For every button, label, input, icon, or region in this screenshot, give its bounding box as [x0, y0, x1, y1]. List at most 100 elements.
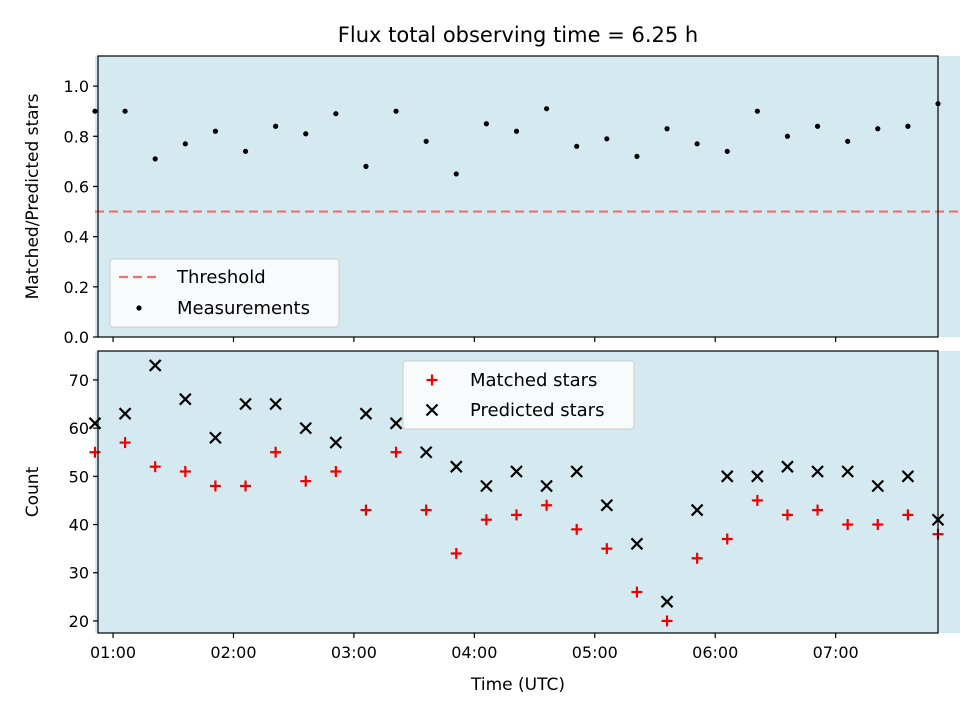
measurement-point — [814, 123, 821, 129]
cross-b — [660, 595, 674, 608]
measurement-point — [694, 141, 700, 147]
x-tick-label: 01:00 — [90, 643, 136, 662]
matched-star-point — [872, 519, 884, 531]
x-tick-label: 06:00 — [692, 643, 738, 662]
legend-measurements-swatch — [136, 305, 142, 311]
predicted-star-point — [871, 479, 885, 493]
data-marks — [88, 359, 945, 627]
matched-star-point — [300, 475, 312, 487]
predicted-star-point — [419, 445, 433, 459]
cross-b — [329, 436, 343, 449]
predicted-star-point — [751, 470, 764, 483]
legend-threshold-label: Threshold — [176, 267, 266, 288]
cross-b — [510, 465, 523, 478]
legend-matched-label: Matched stars — [470, 370, 597, 391]
matched-star-point — [209, 480, 221, 492]
cross-b — [118, 407, 132, 420]
y-tick-label: 0.8 — [64, 127, 89, 146]
cross-b — [389, 417, 403, 430]
predicted-star-point — [179, 392, 192, 406]
measurement-point — [453, 171, 459, 177]
axes-frame — [97, 55, 939, 338]
legend-predicted-swatch — [425, 403, 439, 417]
predicted-star-point — [660, 595, 674, 608]
legend-box — [109, 258, 340, 328]
measurement-point — [182, 141, 188, 147]
y-axis-label: Matched/Predicted stars — [23, 93, 43, 299]
measurement-point — [724, 148, 730, 154]
predicted-star-point — [239, 397, 252, 411]
x-tick-label: 07:00 — [813, 643, 859, 662]
matched-star-point — [691, 552, 703, 564]
measurement-point — [242, 148, 249, 154]
cross-b — [209, 431, 222, 445]
matched-star-point — [420, 504, 432, 516]
predicted-star-point — [720, 470, 734, 483]
measurement-point — [513, 128, 520, 134]
matched-star-point — [751, 494, 763, 506]
predicted-star-point — [600, 498, 614, 512]
x-tick-label: 02:00 — [210, 643, 256, 662]
matched-star-point — [270, 446, 282, 458]
cross-b — [239, 397, 252, 411]
measurement-point — [784, 133, 791, 139]
y-tick-label: 0.4 — [64, 228, 89, 247]
measurement-point — [664, 126, 670, 132]
bottom-panel-counts: 20 30 40 50 60 70 01:00 02:00 03:00 04:00 05:00 06… — [23, 350, 960, 695]
x-axis-ticks — [112, 337, 837, 342]
measurement-point — [423, 138, 429, 144]
cross-b — [901, 470, 915, 483]
predicted-star-point — [901, 470, 915, 483]
legend: Threshold Measurements — [109, 258, 340, 328]
cross-b — [751, 470, 764, 483]
matched-star-point — [571, 523, 583, 535]
y-tick-label: 0.0 — [64, 328, 89, 347]
y-tick-label: 0.6 — [64, 177, 89, 196]
y-tick-label: 20 — [69, 612, 89, 631]
predicted-star-point — [841, 465, 854, 478]
matched-star-point — [601, 543, 613, 555]
legend: Matched stars Predicted stars — [402, 360, 635, 430]
cross-b — [299, 421, 313, 435]
y-axis-ticks: 0.0 0.2 0.4 0.6 0.8 1.0 — [64, 77, 98, 347]
cross-b — [419, 445, 433, 459]
x-tick-label: 04:00 — [451, 643, 497, 662]
predicted-star-point — [480, 479, 493, 493]
measurement-point — [483, 121, 489, 127]
predicted-star-point — [299, 421, 313, 435]
matched-star-point — [812, 504, 824, 516]
measurement-point — [363, 163, 369, 169]
measurement-point — [122, 108, 128, 114]
measurement-point — [333, 111, 339, 117]
cross-b — [540, 479, 553, 493]
x-tick-label: 05:00 — [572, 643, 618, 662]
legend-box — [402, 360, 635, 430]
measurement-point — [92, 108, 98, 114]
y-tick-label: 70 — [69, 371, 89, 390]
predicted-star-point — [389, 417, 403, 430]
matched-star-point — [330, 466, 342, 478]
matched-star-point — [149, 461, 161, 473]
matched-star-point — [510, 509, 522, 521]
legend-predicted-label: Predicted stars — [470, 400, 604, 421]
y-axis-label: Count — [23, 466, 43, 517]
cross-b — [88, 417, 102, 430]
predicted-star-point — [148, 359, 162, 372]
matched-star-point — [541, 499, 553, 511]
y-tick-label: 30 — [69, 564, 89, 583]
measurement-point — [604, 136, 610, 142]
matched-star-point — [661, 615, 673, 627]
measurement-point — [303, 131, 309, 137]
x-axis-label: Time (UTC) — [470, 675, 565, 695]
predicted-star-point — [329, 436, 343, 449]
matched-star-point — [450, 547, 462, 559]
y-tick-label: 40 — [69, 516, 89, 535]
matched-star-point — [902, 509, 914, 521]
predicted-star-point — [510, 465, 523, 478]
matched-star-point — [89, 446, 101, 458]
matched-star-point — [119, 437, 131, 449]
cross-b — [480, 479, 493, 493]
matched-star-point — [631, 586, 643, 598]
measurement-point — [544, 106, 550, 112]
